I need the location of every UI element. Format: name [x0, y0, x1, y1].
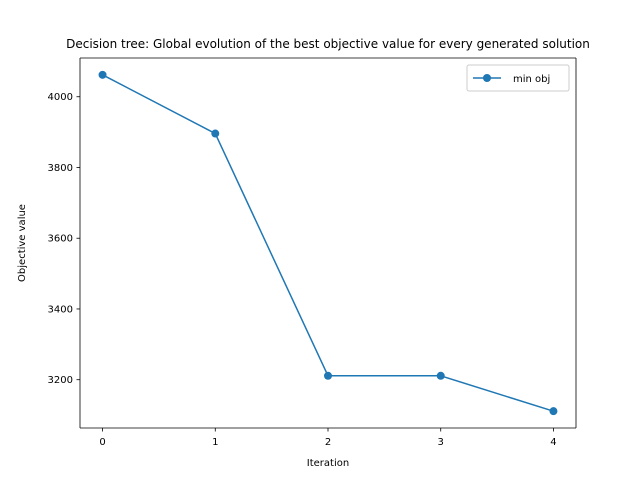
line-layer — [98, 70, 558, 416]
y-axis-label: Objective value — [17, 204, 28, 282]
x-tick-label: 4 — [550, 437, 556, 448]
legend-box — [466, 64, 570, 92]
chart-title-group: Decision tree: Global evolution of the b… — [66, 37, 590, 51]
chart-title: Decision tree: Global evolution of the b… — [66, 37, 590, 51]
y-tick-label: 3600 — [48, 234, 73, 245]
legend-marker — [483, 74, 491, 82]
legend: min obj — [466, 64, 570, 92]
data-point — [436, 371, 445, 380]
x-tick-label: 3 — [438, 437, 444, 448]
x-tick-label: 2 — [325, 437, 331, 448]
x-ticks: 0 1 2 3 4 — [99, 428, 557, 448]
y-tick-label: 3400 — [48, 304, 73, 315]
y-tick-label: 3800 — [48, 163, 73, 174]
data-point — [324, 371, 332, 380]
plot-area — [80, 58, 576, 428]
y-tick-label: 4000 — [48, 92, 73, 103]
legend-label-min-obj: min obj — [513, 74, 550, 85]
data-point — [211, 129, 220, 138]
data-point — [549, 407, 558, 416]
y-tick-label: 3200 — [48, 375, 73, 386]
x-tick-label: 0 — [99, 437, 105, 448]
x-tick-label: 1 — [212, 437, 218, 448]
y-ticks: 3200 3400 3600 3800 4000 — [48, 92, 80, 386]
x-axis-label: Iteration — [307, 458, 349, 469]
data-point — [98, 70, 107, 79]
